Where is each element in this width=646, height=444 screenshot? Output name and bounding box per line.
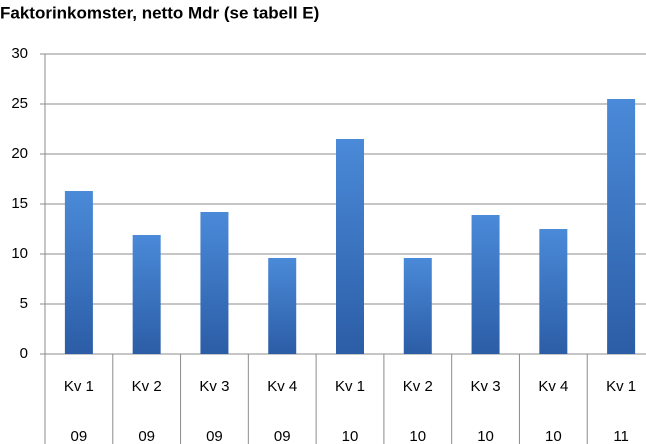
y-tick-label: 15	[11, 195, 28, 212]
x-tick-label: Kv 3	[471, 378, 501, 395]
x-tick-label: Kv 2	[403, 378, 433, 395]
y-tick-label: 25	[11, 95, 28, 112]
bar	[132, 235, 161, 354]
x-group-label: 09	[274, 428, 291, 444]
bar	[268, 258, 297, 354]
bar	[607, 99, 636, 354]
y-tick-label: 10	[11, 245, 28, 262]
x-group-label: 10	[409, 428, 426, 444]
x-group-label: 10	[342, 428, 359, 444]
x-group-label: 09	[206, 428, 223, 444]
x-group-label: 09	[138, 428, 155, 444]
x-group-label: 09	[71, 428, 88, 444]
chart-title: Faktorinkomster, netto Mdr (se tabell E)	[0, 3, 319, 22]
x-tick-label: Kv 4	[267, 378, 297, 395]
y-tick-label: 5	[20, 295, 28, 312]
x-tick-label: Kv 4	[538, 378, 568, 395]
bar	[64, 191, 93, 354]
bar	[336, 139, 364, 354]
x-group-label: 10	[477, 428, 494, 444]
y-tick-label: 30	[11, 45, 28, 62]
bar	[471, 215, 500, 354]
y-tick-label: 0	[20, 345, 28, 362]
x-group-label: 11	[613, 428, 629, 444]
x-tick-label: Kv 2	[132, 378, 162, 395]
y-tick-label: 20	[11, 145, 28, 162]
x-tick-label: Kv 1	[64, 378, 94, 395]
x-group-label: 10	[545, 428, 562, 444]
x-tick-label: Kv 3	[199, 378, 229, 395]
x-tick-label: Kv 1	[606, 378, 636, 395]
bar	[200, 212, 229, 354]
bar	[403, 258, 432, 354]
x-tick-label: Kv 1	[335, 378, 365, 395]
bar	[539, 229, 568, 354]
